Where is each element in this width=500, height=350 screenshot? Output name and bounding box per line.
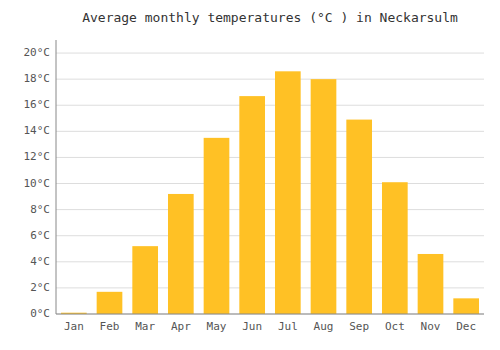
x-tick-label: Oct: [385, 320, 405, 333]
bar: [382, 182, 408, 314]
y-tick-label: 8°C: [30, 203, 50, 216]
bar: [168, 194, 194, 314]
grid-line: [56, 131, 484, 132]
x-axis-line: [56, 314, 484, 315]
y-tick-label: 6°C: [30, 229, 50, 242]
chart-container: Average monthly temperatures (°C ) in Ne…: [0, 0, 500, 350]
y-axis-line: [56, 40, 57, 314]
y-tick-label: 20°C: [24, 46, 51, 59]
chart: Average monthly temperatures (°C ) in Ne…: [0, 0, 500, 350]
bar: [346, 120, 372, 314]
y-tick-label: 14°C: [24, 124, 51, 137]
x-tick-label: Jun: [242, 320, 262, 333]
x-tick-label: Dec: [456, 320, 476, 333]
x-tick-label: Apr: [171, 320, 191, 333]
grid-line: [56, 157, 484, 158]
grid-line: [56, 105, 484, 106]
y-tick-label: 16°C: [24, 98, 51, 111]
grid-line: [56, 209, 484, 210]
x-tick-label: Jul: [278, 320, 298, 333]
x-tick-label: Mar: [135, 320, 155, 333]
y-tick-label: 12°C: [24, 150, 51, 163]
bars: [61, 71, 479, 314]
bar: [453, 298, 479, 314]
y-tick-label: 18°C: [24, 72, 51, 85]
grid-line: [56, 79, 484, 80]
y-tick-label: 4°C: [30, 255, 50, 268]
grid-line: [56, 235, 484, 236]
x-tick-label: Nov: [421, 320, 441, 333]
x-tick-label: Aug: [314, 320, 334, 333]
bar: [239, 96, 265, 314]
y-tick-label: 10°C: [24, 177, 51, 190]
x-tick-label: Jan: [64, 320, 84, 333]
bar: [132, 246, 158, 314]
y-tick-label: 2°C: [30, 281, 50, 294]
x-tick-label: May: [207, 320, 227, 333]
grid: [56, 53, 484, 314]
bar: [204, 138, 230, 314]
bar: [97, 292, 123, 314]
bar: [418, 254, 444, 314]
x-tick-label: Sep: [349, 320, 369, 333]
title: Average monthly temperatures (°C ) in Ne…: [82, 10, 458, 25]
grid-line: [56, 183, 484, 184]
bar: [275, 71, 301, 314]
grid-line: [56, 53, 484, 54]
y-tick-label: 0°C: [30, 307, 50, 320]
bar: [311, 79, 337, 314]
x-tick-label: Feb: [100, 320, 120, 333]
grid-line: [56, 314, 484, 315]
